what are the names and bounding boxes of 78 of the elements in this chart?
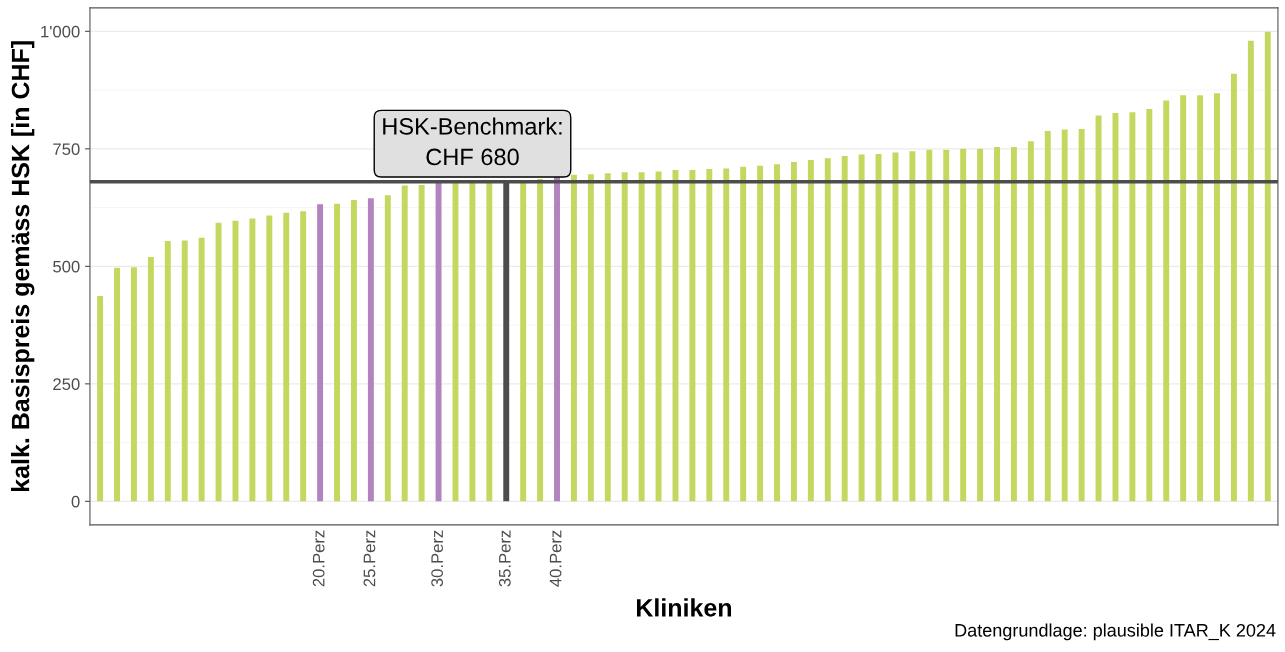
x-tick-label: 25.Perz xyxy=(363,530,376,587)
bar xyxy=(215,222,222,502)
ref-line-label: HSK-Benchmark: CHF 680 xyxy=(383,117,562,166)
bar xyxy=(1197,95,1204,502)
bar xyxy=(1214,93,1220,502)
bar xyxy=(469,181,476,502)
x-axis-title: Kliniken xyxy=(637,598,732,617)
bar xyxy=(130,267,137,502)
bar xyxy=(1044,130,1051,502)
bar xyxy=(520,181,527,502)
bar xyxy=(164,240,171,502)
bar xyxy=(198,237,205,502)
x-tick-label: 35.Perz xyxy=(498,530,511,587)
bar xyxy=(1247,40,1254,502)
bar xyxy=(1061,129,1068,502)
bar xyxy=(875,154,882,502)
bar xyxy=(1264,31,1271,502)
bar xyxy=(621,172,628,502)
bar xyxy=(655,171,662,502)
bar xyxy=(1180,95,1187,502)
bar xyxy=(858,154,865,502)
y-tick-label: 1'000 xyxy=(41,25,80,38)
bar xyxy=(486,181,493,502)
bar xyxy=(1010,146,1017,502)
bar xyxy=(300,211,307,502)
bar xyxy=(181,240,188,502)
bar xyxy=(790,161,797,502)
bar xyxy=(604,173,611,502)
y-tick-label: 500 xyxy=(53,260,80,273)
bar xyxy=(367,198,374,502)
bar xyxy=(249,218,256,502)
bar xyxy=(570,174,577,502)
x-tick-label: 40.Perz xyxy=(549,530,562,587)
bar xyxy=(384,195,391,502)
bar xyxy=(1095,115,1102,502)
bar xyxy=(334,203,340,502)
bar xyxy=(418,185,425,502)
bar xyxy=(1163,100,1170,502)
bar xyxy=(554,176,560,502)
bar xyxy=(350,200,357,502)
bar xyxy=(960,148,967,502)
bar xyxy=(723,168,730,502)
y-tick-label: 0 xyxy=(71,495,80,508)
x-tick-label: 20.Perz xyxy=(312,530,325,587)
bar xyxy=(1230,73,1237,502)
bar xyxy=(841,155,848,502)
bar xyxy=(435,182,442,502)
bar xyxy=(114,267,120,502)
x-tick-label: 30.Perz xyxy=(431,530,444,587)
bar xyxy=(994,146,1000,502)
bar xyxy=(1146,108,1153,502)
y-tick-label: 250 xyxy=(53,378,80,391)
bar xyxy=(1129,112,1136,502)
bar xyxy=(977,148,984,502)
bar xyxy=(807,160,814,502)
bar xyxy=(740,166,747,502)
bar xyxy=(909,151,916,502)
bar xyxy=(147,256,154,502)
bar xyxy=(774,164,780,502)
bar xyxy=(943,149,950,502)
bar xyxy=(317,204,324,502)
bar xyxy=(926,149,933,502)
bar xyxy=(401,185,408,502)
bar xyxy=(266,215,273,502)
y-axis-title: kalk. Basispreis gemäss HSK [in CHF] xyxy=(11,41,35,492)
bar xyxy=(757,165,764,502)
bar xyxy=(97,295,104,502)
bar xyxy=(689,169,696,502)
bar xyxy=(1078,129,1085,502)
bar xyxy=(824,158,831,502)
y-tick-label: 750 xyxy=(53,143,80,156)
bar xyxy=(587,174,594,502)
bar xyxy=(537,178,544,502)
bar xyxy=(638,172,645,502)
text: Datengrundlage: plausible ITAR_K 2024 xyxy=(955,623,1276,641)
bar xyxy=(706,169,713,502)
bar xyxy=(283,212,290,502)
bar xyxy=(1027,141,1034,502)
